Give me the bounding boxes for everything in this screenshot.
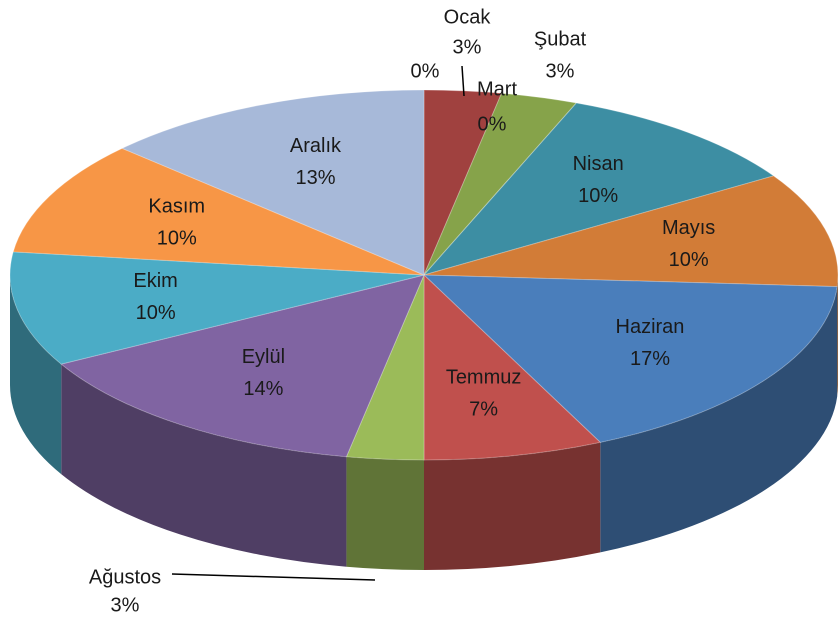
value-label: 3% (546, 60, 575, 82)
slice-label: Kasım (148, 195, 205, 217)
value-label: 0% (411, 60, 440, 82)
slice-label: Mart (477, 78, 517, 100)
value-label: 10% (669, 249, 709, 271)
slice-label: Şubat (534, 28, 587, 50)
slice-label: Ağustos (89, 566, 161, 588)
slice-label: Eylül (242, 346, 285, 368)
slice-label: Ekim (133, 270, 177, 292)
leader-line (461, 65, 465, 97)
leader-line (171, 573, 376, 581)
value-label: 3% (453, 36, 482, 58)
slice-side (424, 442, 601, 570)
slice-label: Mayıs (662, 217, 715, 239)
value-label: 14% (243, 378, 283, 400)
slice-label: Temmuz (446, 366, 522, 388)
value-label: 3% (111, 594, 140, 616)
slice-side (61, 364, 347, 567)
value-label: 10% (578, 185, 618, 207)
slice-label: Aralık (290, 135, 342, 157)
slice-side (600, 286, 838, 553)
value-label: 10% (157, 227, 197, 249)
slice (120, 89, 425, 276)
slice (9, 251, 425, 365)
value-label: 7% (469, 398, 498, 420)
slice (12, 147, 425, 276)
slice (423, 92, 578, 276)
labels: 0% Ocak 3% Şubat 3% Mart 0% Nisan 10% Mayıs 10% Haz… (89, 6, 715, 616)
tops (9, 89, 839, 461)
slice (422, 102, 775, 276)
value-label: 0% (478, 113, 507, 135)
slice-side (346, 456, 424, 570)
slice-side (10, 275, 62, 475)
slice (422, 274, 838, 443)
value-label: 13% (295, 167, 335, 189)
slice-label: Haziran (616, 316, 685, 338)
slice (60, 274, 425, 458)
slice-label: Nisan (573, 153, 624, 175)
value-label: 17% (630, 348, 670, 370)
slice (345, 274, 425, 461)
slice-side (837, 275, 838, 397)
slice-label: Ocak (444, 6, 492, 28)
sides (10, 275, 838, 570)
value-label: 10% (136, 302, 176, 324)
slice (423, 273, 602, 461)
slice (423, 175, 839, 288)
